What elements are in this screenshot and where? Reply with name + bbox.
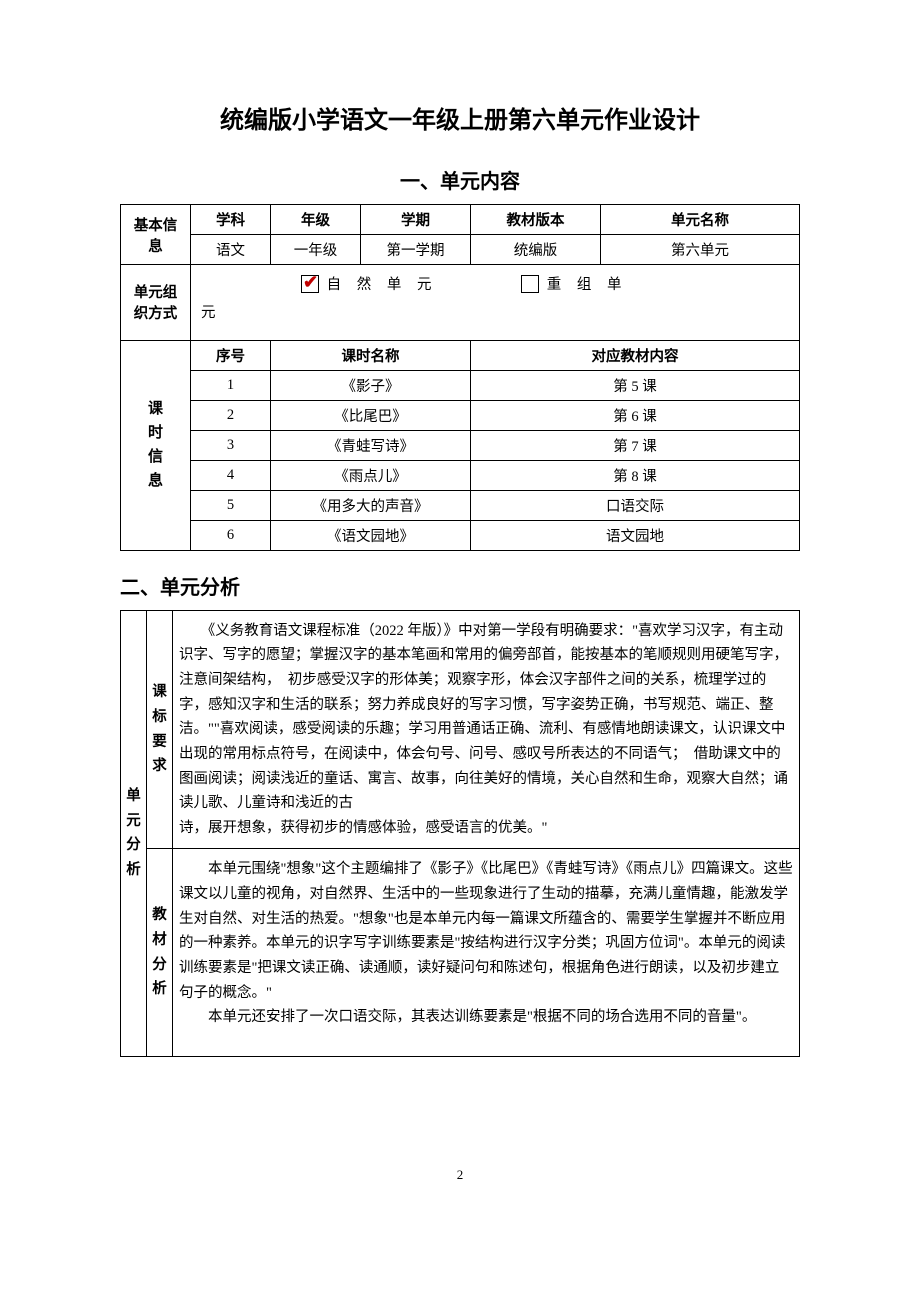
checkbox-natural-unit: 自 然 单 元 [301, 273, 438, 295]
checkbox-reorg-label: 重 组 单 [547, 277, 628, 293]
cell-textbook: 统编版 [471, 235, 601, 265]
analysis-row-standard: 单元分析 课标要求 《义务教育语文课程标准（2022 年版）》中对第一学段有明确… [121, 610, 800, 849]
lesson-name: 《比尾巴》 [271, 400, 471, 430]
lesson-header-row: 课时信息 序号 课时名称 对应教材内容 [121, 340, 800, 370]
lesson-header-name: 课时名称 [271, 340, 471, 370]
lesson-seq: 4 [191, 460, 271, 490]
analysis-textbook-text: 本单元围绕"想象"这个主题编排了《影子》《比尾巴》《青蛙写诗》《雨点儿》四篇课文… [173, 849, 800, 1056]
lesson-seq: 3 [191, 430, 271, 460]
spacer [179, 1030, 793, 1048]
lesson-content: 第 6 课 [471, 400, 800, 430]
lesson-name: 《用多大的声音》 [271, 490, 471, 520]
lesson-header-content: 对应教材内容 [471, 340, 800, 370]
header-textbook: 教材版本 [471, 205, 601, 235]
lesson-row: 4《雨点儿》第 8 课 [121, 460, 800, 490]
lesson-seq: 1 [191, 370, 271, 400]
page-number: 2 [120, 1167, 800, 1183]
analysis-main-label: 单元分析 [121, 610, 147, 1056]
header-grade: 年级 [271, 205, 361, 235]
lesson-name: 《雨点儿》 [271, 460, 471, 490]
checkbox-checked-icon [301, 275, 319, 293]
analysis-textbook-p1: 本单元围绕"想象"这个主题编排了《影子》《比尾巴》《青蛙写诗》《雨点儿》四篇课文… [179, 857, 793, 1005]
lesson-row: 5《用多大的声音》口语交际 [121, 490, 800, 520]
lesson-name: 《影子》 [271, 370, 471, 400]
header-term: 学期 [361, 205, 471, 235]
lesson-info-label: 课时信息 [121, 340, 191, 550]
analysis-textbook-p2: 本单元还安排了一次口语交际，其表达训练要素是"根据不同的场合选用不同的音量"。 [179, 1005, 793, 1030]
page-title: 统编版小学语文一年级上册第六单元作业设计 [120, 100, 800, 135]
lesson-row: 3《青蛙写诗》第 7 课 [121, 430, 800, 460]
lesson-seq: 6 [191, 520, 271, 550]
analysis-standard-label: 课标要求 [147, 610, 173, 849]
lesson-name: 《青蛙写诗》 [271, 430, 471, 460]
lesson-seq: 2 [191, 400, 271, 430]
unit-org-row: 单元组织方式 自 然 单 元 重 组 单 元 [121, 265, 800, 341]
cell-unitname: 第六单元 [601, 235, 800, 265]
basic-info-data-row: 语文 一年级 第一学期 统编版 第六单元 [121, 235, 800, 265]
lesson-content: 口语交际 [471, 490, 800, 520]
basic-info-label: 基本信息 [121, 205, 191, 265]
unit-org-label: 单元组织方式 [121, 265, 191, 341]
analysis-textbook-label: 教材分析 [147, 849, 173, 1056]
section1-title: 一、单元内容 [120, 165, 800, 194]
lesson-name: 《语文园地》 [271, 520, 471, 550]
lesson-row: 6《语文园地》语文园地 [121, 520, 800, 550]
unit-org-trailing: 元 [201, 301, 789, 322]
lesson-row: 2《比尾巴》第 6 课 [121, 400, 800, 430]
basic-info-table: 基本信息 学科 年级 学期 教材版本 单元名称 语文 一年级 第一学期 统编版 … [120, 204, 800, 551]
header-subject: 学科 [191, 205, 271, 235]
basic-info-header-row: 基本信息 学科 年级 学期 教材版本 单元名称 [121, 205, 800, 235]
lesson-seq: 5 [191, 490, 271, 520]
lesson-row: 1《影子》第 5 课 [121, 370, 800, 400]
section2-title: 二、单元分析 [120, 571, 800, 600]
analysis-table: 单元分析 课标要求 《义务教育语文课程标准（2022 年版）》中对第一学段有明确… [120, 610, 800, 1057]
checkbox-unchecked-icon [521, 275, 539, 293]
lesson-content: 第 8 课 [471, 460, 800, 490]
checkbox-reorg-unit: 重 组 单 [521, 273, 627, 295]
cell-term: 第一学期 [361, 235, 471, 265]
cell-grade: 一年级 [271, 235, 361, 265]
lesson-content: 第 5 课 [471, 370, 800, 400]
lesson-content: 语文园地 [471, 520, 800, 550]
unit-org-cell: 自 然 单 元 重 组 单 元 [191, 265, 800, 341]
header-unitname: 单元名称 [601, 205, 800, 235]
lesson-content: 第 7 课 [471, 430, 800, 460]
analysis-row-textbook: 教材分析 本单元围绕"想象"这个主题编排了《影子》《比尾巴》《青蛙写诗》《雨点儿… [121, 849, 800, 1056]
cell-subject: 语文 [191, 235, 271, 265]
lesson-header-seq: 序号 [191, 340, 271, 370]
checkbox-natural-label: 自 然 单 元 [327, 277, 438, 293]
analysis-standard-text: 《义务教育语文课程标准（2022 年版）》中对第一学段有明确要求："喜欢学习汉字… [173, 610, 800, 849]
